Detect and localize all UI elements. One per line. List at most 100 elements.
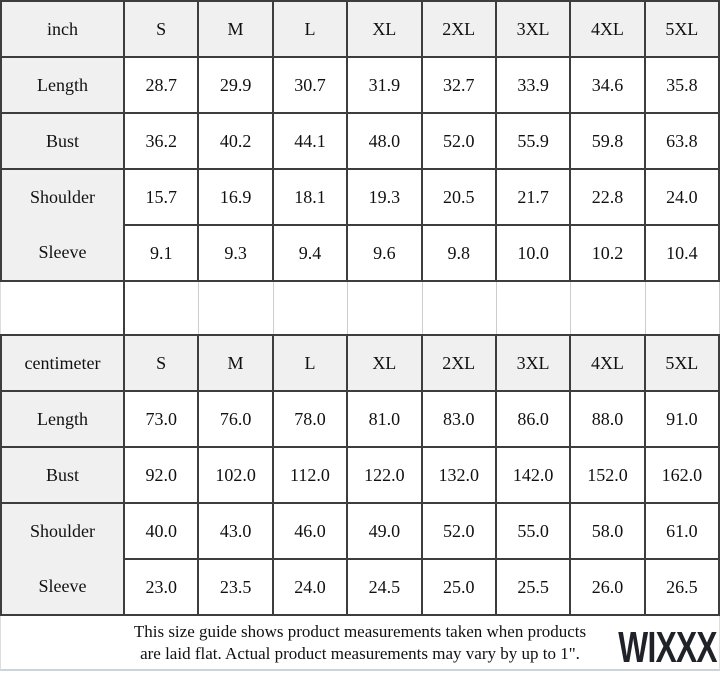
size-value-cell: 122.0 bbox=[346, 446, 423, 504]
size-value-cell: 18.1 bbox=[271, 168, 349, 226]
spacer-cell bbox=[423, 282, 497, 334]
size-value-cell: 21.7 bbox=[494, 168, 572, 226]
spacer-cell bbox=[1, 282, 125, 334]
size-value-cell: 49.0 bbox=[346, 502, 423, 560]
footer-note: This size guide shows product measuremen… bbox=[0, 616, 720, 671]
size-value-cell: 33.9 bbox=[494, 56, 572, 114]
size-value-cell: 10.0 bbox=[494, 224, 572, 282]
size-value-cell: 55.9 bbox=[494, 112, 572, 170]
size-header: 2XL bbox=[420, 0, 497, 58]
size-value-cell: 61.0 bbox=[643, 502, 720, 560]
size-value-cell: 24.0 bbox=[271, 558, 349, 616]
size-value-cell: 36.2 bbox=[122, 112, 200, 170]
measure-label: Bust bbox=[0, 446, 125, 504]
size-header: S bbox=[122, 0, 200, 58]
size-value-cell: 112.0 bbox=[271, 446, 349, 504]
header-row: inch S M L XL 2XL 3XL 4XL 5XL bbox=[0, 0, 720, 58]
size-value-cell: 19.3 bbox=[346, 168, 423, 226]
size-value-cell: 29.9 bbox=[197, 56, 274, 114]
size-value-cell: 16.9 bbox=[197, 168, 274, 226]
size-value-cell: 86.0 bbox=[494, 390, 572, 448]
size-value-cell: 88.0 bbox=[569, 390, 646, 448]
size-value-cell: 40.2 bbox=[197, 112, 274, 170]
size-value-cell: 91.0 bbox=[643, 390, 720, 448]
size-value-cell: 10.2 bbox=[569, 224, 646, 282]
size-value-cell: 20.5 bbox=[420, 168, 497, 226]
measure-label: Sleeve bbox=[38, 576, 87, 596]
size-header: 5XL bbox=[643, 0, 720, 58]
measure-label: Sleeve bbox=[38, 242, 87, 262]
size-value-cell: 23.5 bbox=[197, 558, 274, 616]
size-value-cell: 132.0 bbox=[420, 446, 497, 504]
measure-label-group: Shoulder Sleeve bbox=[0, 502, 125, 616]
size-value-cell: 44.1 bbox=[271, 112, 349, 170]
size-value-cell: 52.0 bbox=[420, 112, 497, 170]
spacer-cell bbox=[199, 282, 274, 334]
size-value-cell: 46.0 bbox=[271, 502, 349, 560]
measure-label-group: Shoulder Sleeve bbox=[0, 168, 125, 282]
size-value-cell: 24.5 bbox=[346, 558, 423, 616]
unit-label: centimeter bbox=[0, 334, 125, 392]
table-row: Bust 92.0 102.0 112.0 122.0 132.0 142.0 152.0 16… bbox=[0, 446, 720, 504]
size-value-cell: 59.8 bbox=[569, 112, 646, 170]
size-value-cell: 52.0 bbox=[420, 502, 497, 560]
size-header: XL bbox=[346, 0, 423, 58]
spacer-cell bbox=[348, 282, 423, 334]
table-row: Length 28.7 29.9 30.7 31.9 32.7 33.9 34.6 35.8 bbox=[0, 56, 720, 114]
size-value-cell: 9.6 bbox=[346, 224, 423, 282]
unit-label: inch bbox=[0, 0, 125, 58]
size-value-cell: 162.0 bbox=[643, 446, 720, 504]
size-value-cell: 76.0 bbox=[197, 390, 274, 448]
size-header: 3XL bbox=[494, 0, 572, 58]
size-value-cell: 58.0 bbox=[569, 502, 646, 560]
size-value-cell: 9.8 bbox=[420, 224, 497, 282]
footer-note-line1: This size guide shows product measuremen… bbox=[133, 621, 587, 641]
size-value-cell: 40.0 bbox=[122, 502, 200, 560]
table-spacer bbox=[0, 282, 720, 334]
size-header: 2XL bbox=[420, 334, 497, 392]
measure-label: Shoulder bbox=[30, 187, 95, 207]
size-value-cell: 35.8 bbox=[643, 56, 720, 114]
size-header: L bbox=[271, 334, 349, 392]
size-value-cell: 28.7 bbox=[122, 56, 200, 114]
header-row: centimeter S M L XL 2XL 3XL 4XL 5XL bbox=[0, 334, 720, 392]
measure-label: Bust bbox=[0, 112, 125, 170]
size-header: L bbox=[271, 0, 349, 58]
spacer-cell bbox=[497, 282, 572, 334]
size-value-cell: 22.8 bbox=[569, 168, 646, 226]
table-row: 23.0 23.5 24.0 24.5 25.0 25.5 26.0 26.5 bbox=[1, 558, 720, 616]
size-header: M bbox=[197, 0, 274, 58]
size-value-cell: 9.1 bbox=[122, 224, 200, 282]
size-value-cell: 81.0 bbox=[346, 390, 423, 448]
footer-note-line2: are laid flat. Actual product measuremen… bbox=[140, 643, 580, 663]
size-table-centimeter: centimeter S M L XL 2XL 3XL 4XL 5XL Length 73.0 76.… bbox=[0, 334, 720, 616]
spacer-cell bbox=[274, 282, 349, 334]
size-header: XL bbox=[346, 334, 423, 392]
size-value-cell: 15.7 bbox=[122, 168, 200, 226]
brand-watermark: WIXXX bbox=[618, 623, 718, 672]
size-header: 4XL bbox=[569, 0, 646, 58]
size-table-inch: inch S M L XL 2XL 3XL 4XL 5XL Length 28.7 29.9 30.7 3… bbox=[0, 0, 720, 282]
size-header: S bbox=[122, 334, 200, 392]
size-value-cell: 30.7 bbox=[271, 56, 349, 114]
table-row: Length 73.0 76.0 78.0 81.0 83.0 86.0 88.0 91.0 bbox=[0, 390, 720, 448]
size-value-cell: 25.0 bbox=[420, 558, 497, 616]
table-row: Bust 36.2 40.2 44.1 48.0 52.0 55.9 59.8 63.8 bbox=[0, 112, 720, 170]
size-header: 3XL bbox=[494, 334, 572, 392]
size-value-cell: 142.0 bbox=[494, 446, 572, 504]
measure-label: Length bbox=[0, 390, 125, 448]
size-value-cell: 10.4 bbox=[643, 224, 720, 282]
size-value-cell: 83.0 bbox=[420, 390, 497, 448]
size-value-cell: 48.0 bbox=[346, 112, 423, 170]
size-header: M bbox=[197, 334, 274, 392]
size-value-cell: 63.8 bbox=[643, 112, 720, 170]
size-value-cell: 26.0 bbox=[569, 558, 646, 616]
table-row: Shoulder Sleeve 40.0 43.0 46.0 49.0 52.0 55.0 58… bbox=[0, 502, 720, 616]
spacer-cell bbox=[646, 282, 719, 334]
size-value-cell: 78.0 bbox=[271, 390, 349, 448]
spacer-cell bbox=[125, 282, 200, 334]
size-value-cell: 92.0 bbox=[122, 446, 200, 504]
size-value-cell: 26.5 bbox=[643, 558, 720, 616]
size-value-cell: 152.0 bbox=[569, 446, 646, 504]
